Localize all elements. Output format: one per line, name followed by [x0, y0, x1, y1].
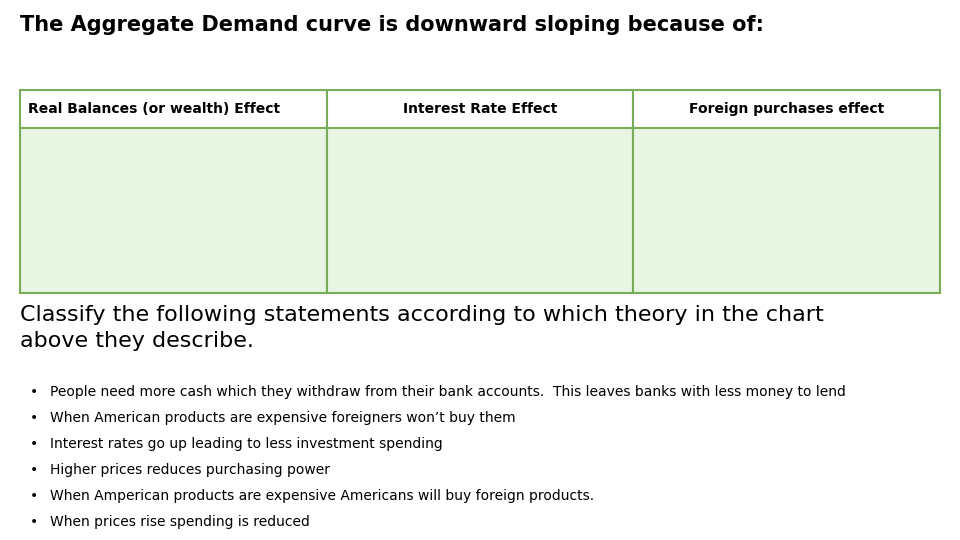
Text: •: • [30, 463, 38, 477]
Text: Real Balances (or wealth) Effect: Real Balances (or wealth) Effect [28, 102, 280, 116]
Text: •: • [30, 437, 38, 451]
Text: •: • [30, 385, 38, 399]
Text: The Aggregate Demand curve is downward sloping because of:: The Aggregate Demand curve is downward s… [20, 15, 764, 35]
Text: Classify the following statements according to which theory in the chart
above t: Classify the following statements accord… [20, 305, 824, 352]
Bar [634, 90, 940, 128]
Text: Higher prices reduces purchasing power: Higher prices reduces purchasing power [50, 463, 330, 477]
Text: When American products are expensive foreigners won’t buy them: When American products are expensive for… [50, 411, 516, 425]
Bar [20, 128, 326, 293]
Text: Foreign purchases effect: Foreign purchases effect [689, 102, 884, 116]
Bar [326, 90, 634, 128]
Bar [20, 90, 326, 128]
Bar [326, 128, 634, 293]
Text: When prices rise spending is reduced: When prices rise spending is reduced [50, 515, 310, 529]
Text: •: • [30, 411, 38, 425]
Text: •: • [30, 515, 38, 529]
Text: Interest rates go up leading to less investment spending: Interest rates go up leading to less inv… [50, 437, 443, 451]
Text: People need more cash which they withdraw from their bank accounts.  This leaves: People need more cash which they withdra… [50, 385, 846, 399]
Text: Interest Rate Effect: Interest Rate Effect [403, 102, 557, 116]
Bar [634, 128, 940, 293]
Text: When Amperican products are expensive Americans will buy foreign products.: When Amperican products are expensive Am… [50, 489, 594, 503]
Text: •: • [30, 489, 38, 503]
